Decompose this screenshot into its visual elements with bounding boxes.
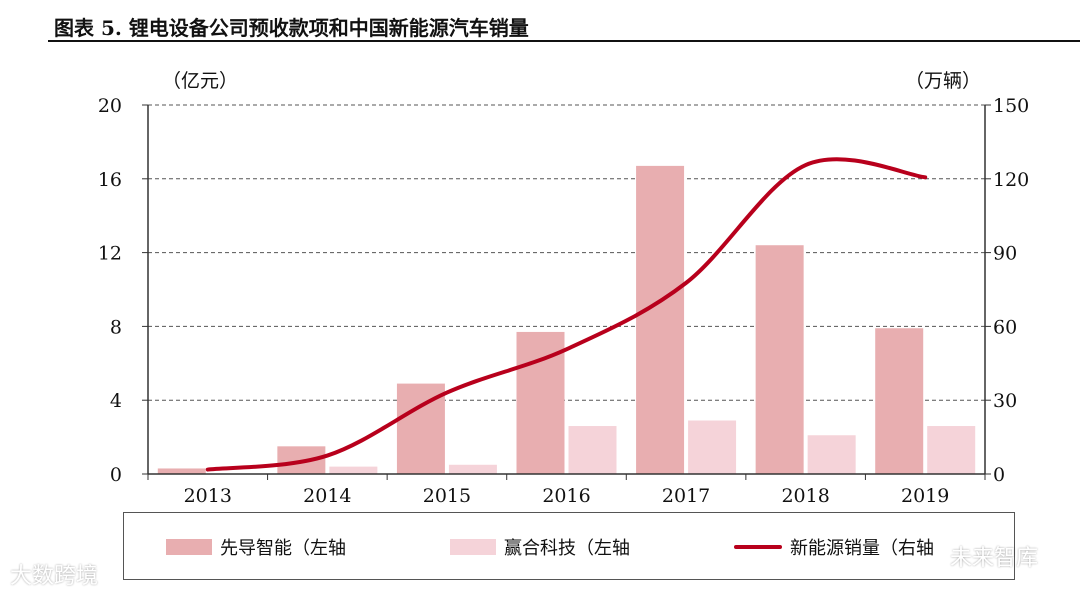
x-tick-label: 2015: [423, 485, 471, 507]
y-left-tick-label: 8: [110, 316, 122, 338]
legend-item-xiandao: 先导智能（左轴: [166, 535, 346, 559]
x-tick-label: 2019: [901, 485, 949, 507]
bar-yinghe: [568, 426, 617, 474]
x-tick-label: 2013: [184, 485, 232, 507]
x-tick-label: 2018: [781, 485, 829, 507]
y-left-tick-label: 0: [110, 464, 122, 486]
legend-label-yinghe: 赢合科技（左轴: [504, 538, 630, 559]
legend-label-nev-sales: 新能源销量（右轴: [790, 538, 934, 559]
y-right-tick-label: 60: [993, 316, 1017, 338]
bar-xiandao: [755, 245, 804, 474]
y-left-axis-unit: （亿元）: [162, 70, 238, 92]
figure-header: 图表 5. 锂电设备公司预收款项和中国新能源汽车销量: [48, 10, 1080, 42]
legend-swatch-xiandao: [166, 539, 212, 555]
legend-label-xiandao: 先导智能（左轴: [220, 538, 346, 559]
y-left-tick-label: 20: [98, 95, 122, 117]
bar-yinghe: [927, 426, 976, 474]
bar-yinghe: [807, 435, 856, 474]
y-right-tick-label: 90: [993, 243, 1017, 265]
y-left-tick-label: 4: [110, 390, 122, 412]
line-nev-sales: [205, 157, 928, 472]
bar-yinghe: [329, 466, 378, 474]
chart-legend: 先导智能（左轴 赢合科技（左轴 新能源销量（右轴: [123, 512, 1015, 580]
combo-chart: 0 4 8 12 16 20 0 30 60 90 120 150 2013 2014 2015 2016 20…: [98, 70, 1029, 507]
bar-yinghe: [448, 464, 497, 474]
y-left-tick-label: 16: [98, 169, 122, 191]
x-tick-label: 2016: [542, 485, 590, 507]
watermark-right: 未来智库: [950, 546, 1039, 571]
x-tick-label: 2017: [662, 485, 710, 507]
y-right-tick-label: 150: [993, 95, 1029, 117]
legend-swatch-nev-sales: [734, 545, 782, 549]
x-tick-label: 2014: [303, 485, 351, 507]
y-right-tick-label: 30: [993, 390, 1017, 412]
legend-item-yinghe: 赢合科技（左轴: [450, 535, 630, 559]
y-right-tick-label: 120: [993, 169, 1029, 191]
y-left-tick-label: 12: [98, 243, 122, 265]
legend-item-nev-sales: 新能源销量（右轴: [734, 535, 934, 559]
bar-xiandao: [157, 468, 206, 474]
bar-yinghe: [688, 420, 737, 474]
watermark-left: 大数跨境: [10, 564, 99, 589]
y-right-tick-label: 0: [993, 464, 1005, 486]
bar-xiandao: [636, 165, 685, 474]
figure-title: 图表 5. 锂电设备公司预收款项和中国新能源汽车销量: [54, 16, 529, 40]
bar-xiandao: [875, 328, 924, 474]
legend-swatch-yinghe: [450, 539, 496, 555]
y-right-axis-unit: （万辆）: [905, 70, 981, 92]
